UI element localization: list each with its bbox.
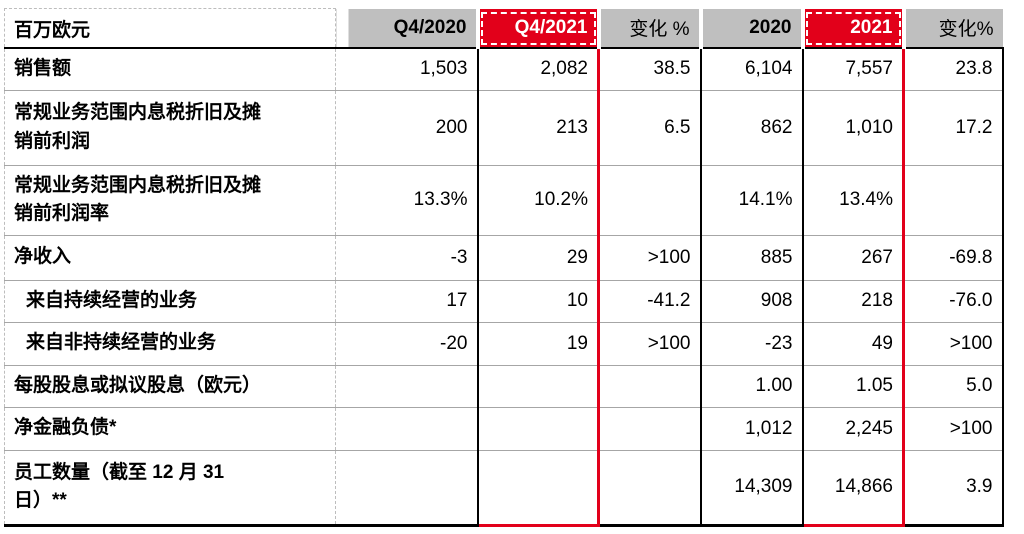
cell-chg_fy: 5.0 bbox=[903, 364, 1004, 407]
row-label: 来自持续经营的业务 bbox=[4, 279, 336, 322]
cell-q4_2021 bbox=[477, 364, 600, 407]
cell-chg_fy: >100 bbox=[903, 321, 1004, 365]
table-row: 常规业务范围内息税折旧及摊 销前利润 200 213 6.5 862 1,010 17.2 bbox=[4, 89, 1004, 165]
cell-chg_q4 bbox=[598, 406, 702, 450]
cell-fy_2020: 908 bbox=[700, 279, 804, 322]
cell-chg_fy: >100 bbox=[903, 406, 1004, 450]
row-label: 净金融负债* bbox=[4, 406, 336, 450]
cell-fy_2020: 14,309 bbox=[700, 449, 804, 527]
cell-chg_fy: -69.8 bbox=[903, 234, 1004, 280]
cell-fy_2020: 6,104 bbox=[700, 48, 804, 90]
cell-fy_2021: 2,245 bbox=[802, 406, 905, 450]
cell-q4_2020 bbox=[335, 449, 479, 527]
col-header-label: 百万欧元 bbox=[4, 8, 336, 49]
cell-q4_2021: 10.2% bbox=[477, 164, 600, 235]
cell-q4_2020: 13.3% bbox=[335, 164, 479, 235]
cell-q4_2021: 2,082 bbox=[477, 48, 600, 90]
cell-chg_q4: >100 bbox=[598, 234, 702, 280]
col-header-chg_fy: 变化% bbox=[901, 8, 1003, 49]
cell-chg_fy: 3.9 bbox=[903, 449, 1004, 527]
cell-chg_fy bbox=[903, 164, 1004, 235]
financial-results-table-wrap: 百万欧元 Q4/2020 Q4/2021 变化 % 2020 2021 变化% 销售额 1,5… bbox=[4, 8, 1004, 527]
cell-q4_2021: 19 bbox=[477, 321, 600, 365]
cell-chg_fy: -76.0 bbox=[903, 279, 1004, 322]
table-body: 销售额 1,503 2,082 38.5 6,104 7,557 23.8 常规业务范围内息税… bbox=[4, 48, 1004, 527]
cell-fy_2021: 7,557 bbox=[802, 48, 905, 90]
cell-chg_q4 bbox=[598, 449, 702, 527]
cell-chg_q4 bbox=[598, 364, 702, 407]
cell-q4_2020 bbox=[335, 406, 479, 450]
table-row: 员工数量（截至 12 月 31 日）** 14,309 14,866 3.9 bbox=[4, 449, 1004, 527]
cell-fy_2021: 218 bbox=[802, 279, 905, 322]
cell-q4_2020: 17 bbox=[335, 279, 479, 322]
row-label: 常规业务范围内息税折旧及摊 销前利润率 bbox=[4, 164, 336, 235]
cell-q4_2020: 200 bbox=[335, 89, 479, 165]
cell-chg_q4: >100 bbox=[598, 321, 702, 365]
cell-fy_2020: 862 bbox=[700, 89, 804, 165]
cell-chg_q4: 6.5 bbox=[598, 89, 702, 165]
col-header-fy_2021: 2021 bbox=[800, 8, 904, 49]
table-row: 净金融负债* 1,012 2,245 >100 bbox=[4, 406, 1004, 450]
cell-fy_2021: 13.4% bbox=[802, 164, 905, 235]
cell-fy_2021: 1,010 bbox=[802, 89, 905, 165]
table-row: 每股股息或拟议股息（欧元） 1.00 1.05 5.0 bbox=[4, 364, 1004, 407]
col-header-fy_2020: 2020 bbox=[698, 8, 803, 49]
cell-chg_q4: 38.5 bbox=[598, 48, 702, 90]
row-label: 净收入 bbox=[4, 234, 336, 280]
cell-q4_2021: 29 bbox=[477, 234, 600, 280]
cell-fy_2021: 49 bbox=[802, 321, 905, 365]
cell-chg_q4: -41.2 bbox=[598, 279, 702, 322]
col-header-q4_2021: Q4/2021 bbox=[475, 8, 599, 49]
cell-q4_2020: 1,503 bbox=[335, 48, 479, 90]
cell-q4_2020 bbox=[335, 364, 479, 407]
cell-q4_2020: -20 bbox=[335, 321, 479, 365]
cell-q4_2021 bbox=[477, 406, 600, 450]
col-header-chg_q4: 变化 % bbox=[596, 8, 701, 49]
row-label: 员工数量（截至 12 月 31 日）** bbox=[4, 449, 336, 527]
financial-results-table: 百万欧元 Q4/2020 Q4/2021 变化 % 2020 2021 变化% 销售额 1,5… bbox=[4, 8, 1004, 527]
table-row: 净收入 -3 29 >100 885 267 -69.8 bbox=[4, 234, 1004, 280]
cell-fy_2021: 14,866 bbox=[802, 449, 905, 527]
cell-fy_2020: 14.1% bbox=[700, 164, 804, 235]
table-header-row: 百万欧元 Q4/2020 Q4/2021 变化 % 2020 2021 变化% bbox=[4, 8, 1003, 49]
table-row: 常规业务范围内息税折旧及摊 销前利润率 13.3% 10.2% 14.1% 13.4% bbox=[4, 164, 1004, 235]
cell-chg_fy: 17.2 bbox=[903, 89, 1004, 165]
cell-q4_2021: 10 bbox=[477, 279, 600, 322]
cell-chg_q4 bbox=[598, 164, 702, 235]
row-label: 销售额 bbox=[4, 48, 336, 90]
table-row: 来自持续经营的业务 17 10 -41.2 908 218 -76.0 bbox=[4, 279, 1004, 322]
cell-fy_2020: 1,012 bbox=[700, 406, 804, 450]
col-header-q4_2020: Q4/2020 bbox=[335, 8, 478, 49]
row-label: 每股股息或拟议股息（欧元） bbox=[4, 364, 336, 407]
cell-chg_fy: 23.8 bbox=[903, 48, 1004, 90]
cell-q4_2021: 213 bbox=[477, 89, 600, 165]
cell-q4_2021 bbox=[477, 449, 600, 527]
row-label: 来自非持续经营的业务 bbox=[4, 321, 336, 365]
table-row: 销售额 1,503 2,082 38.5 6,104 7,557 23.8 bbox=[4, 48, 1004, 90]
cell-fy_2020: -23 bbox=[700, 321, 804, 365]
row-label: 常规业务范围内息税折旧及摊 销前利润 bbox=[4, 89, 336, 165]
cell-fy_2020: 885 bbox=[700, 234, 804, 280]
cell-fy_2020: 1.00 bbox=[700, 364, 804, 407]
cell-fy_2021: 1.05 bbox=[802, 364, 905, 407]
table-row: 来自非持续经营的业务 -20 19 >100 -23 49 >100 bbox=[4, 321, 1004, 365]
cell-q4_2020: -3 bbox=[335, 234, 479, 280]
cell-fy_2021: 267 bbox=[802, 234, 905, 280]
